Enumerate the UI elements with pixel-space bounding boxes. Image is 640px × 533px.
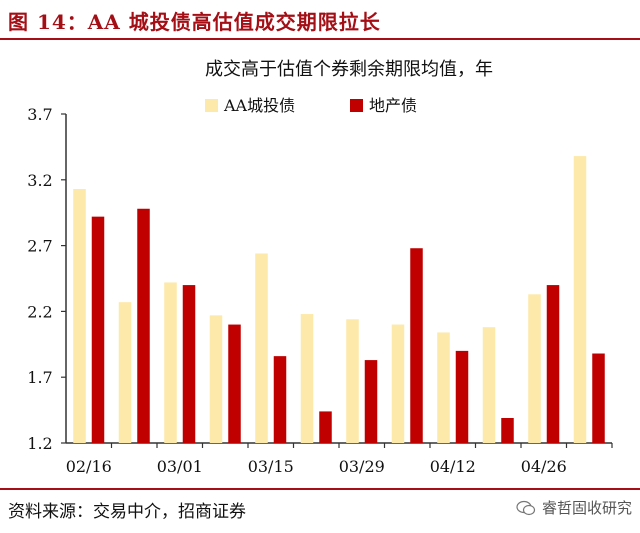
title-rule [0,38,640,40]
bar-aa-02-16 [73,189,86,443]
bar-aa-05-03 [573,156,587,443]
bar-property-04-19 [501,417,514,443]
legend-label-2: 地产债 [369,96,417,115]
bar-property-02-16 [91,216,105,443]
source-note: 资料来源：交易中介，招商证券 [8,502,246,522]
x-tick-label: 03/15 [248,457,294,476]
bar-aa-03-01 [164,282,177,443]
bar-aa-02-23 [118,302,132,443]
x-tick-label: 03/29 [339,457,385,476]
bar-aa-04-26 [528,294,541,443]
y-tick-label: 3.2 [27,171,52,190]
bar-property-04-12 [455,350,469,443]
bar-aa-03-22 [300,314,314,443]
legend-swatch-1 [205,99,218,112]
y-tick-label: 3.7 [27,105,52,124]
watermark-text: 睿哲固收研究 [541,499,632,517]
bar-property-03-01 [182,285,196,443]
bar-aa-04-05 [391,324,405,443]
wechat-icon [516,500,536,515]
bar-property-03-08 [228,324,241,443]
bar-aa-04-12 [437,332,450,443]
legend-swatch-2 [350,99,363,112]
bar-aa-03-15 [255,253,268,443]
bar-aa-04-19 [482,327,496,443]
bar-property-04-05 [410,248,423,443]
figure-title-bar: 图 14：AA 城投债高估值成交期限拉长 [0,0,640,42]
bar-property-03-29 [364,360,378,443]
x-tick-label: 04/12 [430,457,476,476]
chart-title: 成交高于估值个券剩余期限均值，年 [205,59,493,80]
source-rule [0,488,640,490]
x-tick-label: 03/01 [157,457,203,476]
watermark: 睿哲固收研究 [516,497,632,518]
y-tick-label: 1.7 [27,368,52,387]
bar-property-03-22 [319,411,332,443]
y-tick-label: 2.2 [27,302,52,321]
y-tick-label: 1.2 [27,434,52,453]
bar-property-05-03 [592,353,605,443]
bar-property-02-23 [137,208,150,443]
x-tick-label: 04/26 [521,457,567,476]
bar-property-03-15 [273,356,287,443]
bar-aa-03-29 [346,319,359,443]
x-tick-label: 02/16 [66,457,112,476]
bar-chart: 成交高于估值个券剩余期限均值，年 AA城投债 地产债 3.7 3.2 2.7 2.2 1.7 1… [27,59,613,476]
figure-title: 图 14：AA 城投债高估值成交期限拉长 [8,10,381,34]
legend-label-1: AA城投债 [223,96,295,115]
y-tick-label: 2.7 [27,237,52,256]
bar-aa-03-08 [209,315,223,443]
bar-property-04-26 [546,285,560,443]
